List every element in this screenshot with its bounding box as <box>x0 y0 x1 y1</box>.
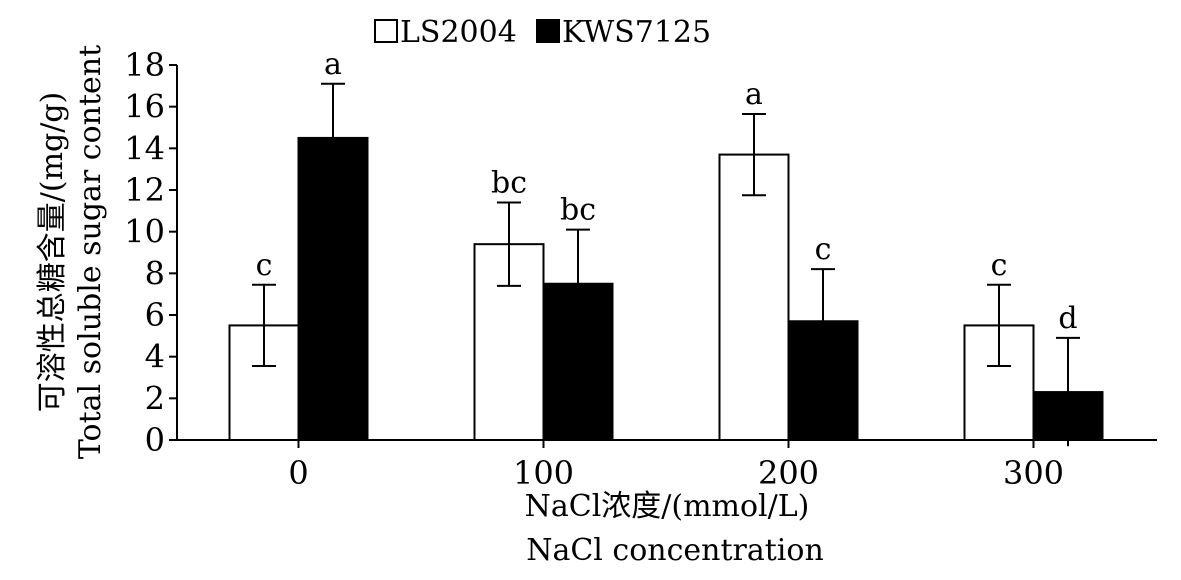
y-axis-label-en: Total soluble sugar content <box>73 45 108 459</box>
legend-swatch-kws7125 <box>536 19 560 43</box>
significance-letter: a <box>324 47 342 82</box>
y-tick-label: 18 <box>124 46 165 84</box>
significance-letter: a <box>745 77 763 112</box>
y-tick-label: 12 <box>124 171 165 209</box>
y-tick-label: 16 <box>124 88 165 126</box>
significance-letter: c <box>256 248 273 283</box>
legend-label-kws7125: KWS7125 <box>562 15 711 50</box>
x-axis: 0 100 200 300 <box>177 439 1157 492</box>
bar-ls2004 <box>228 324 300 441</box>
significance-letter: c <box>991 248 1008 283</box>
y-tick-label: 8 <box>145 254 165 292</box>
x-axis-label: NaCl浓度/(mmol/L) <box>525 489 810 524</box>
y-tick-label: 2 <box>145 379 165 417</box>
y-axis-label: 可溶性总糖含量/(mg/g) <box>35 92 70 412</box>
y-tick-label: 6 <box>145 296 165 334</box>
significance-letter: d <box>1058 301 1077 336</box>
y-tick-label: 0 <box>145 421 165 459</box>
y-tick-label: 4 <box>145 338 165 376</box>
x-tick-label: 300 <box>1003 454 1064 492</box>
x-tick-label: 0 <box>288 454 308 492</box>
y-tick-label: 14 <box>124 129 165 167</box>
bar-ls2004 <box>718 153 790 441</box>
x-tick-label: 100 <box>513 454 574 492</box>
x-axis-label-en: NaCl concentration <box>526 533 824 568</box>
significance-letter: bc <box>491 166 527 201</box>
legend-swatch-ls2004 <box>374 19 398 43</box>
y-tick-label: 10 <box>124 213 165 251</box>
significance-letter: bc <box>560 193 596 228</box>
legend: LS2004 KWS7125 <box>374 15 711 50</box>
legend-label-ls2004: LS2004 <box>400 15 517 50</box>
significance-letter: c <box>815 232 832 267</box>
x-tick-label: 200 <box>758 454 819 492</box>
